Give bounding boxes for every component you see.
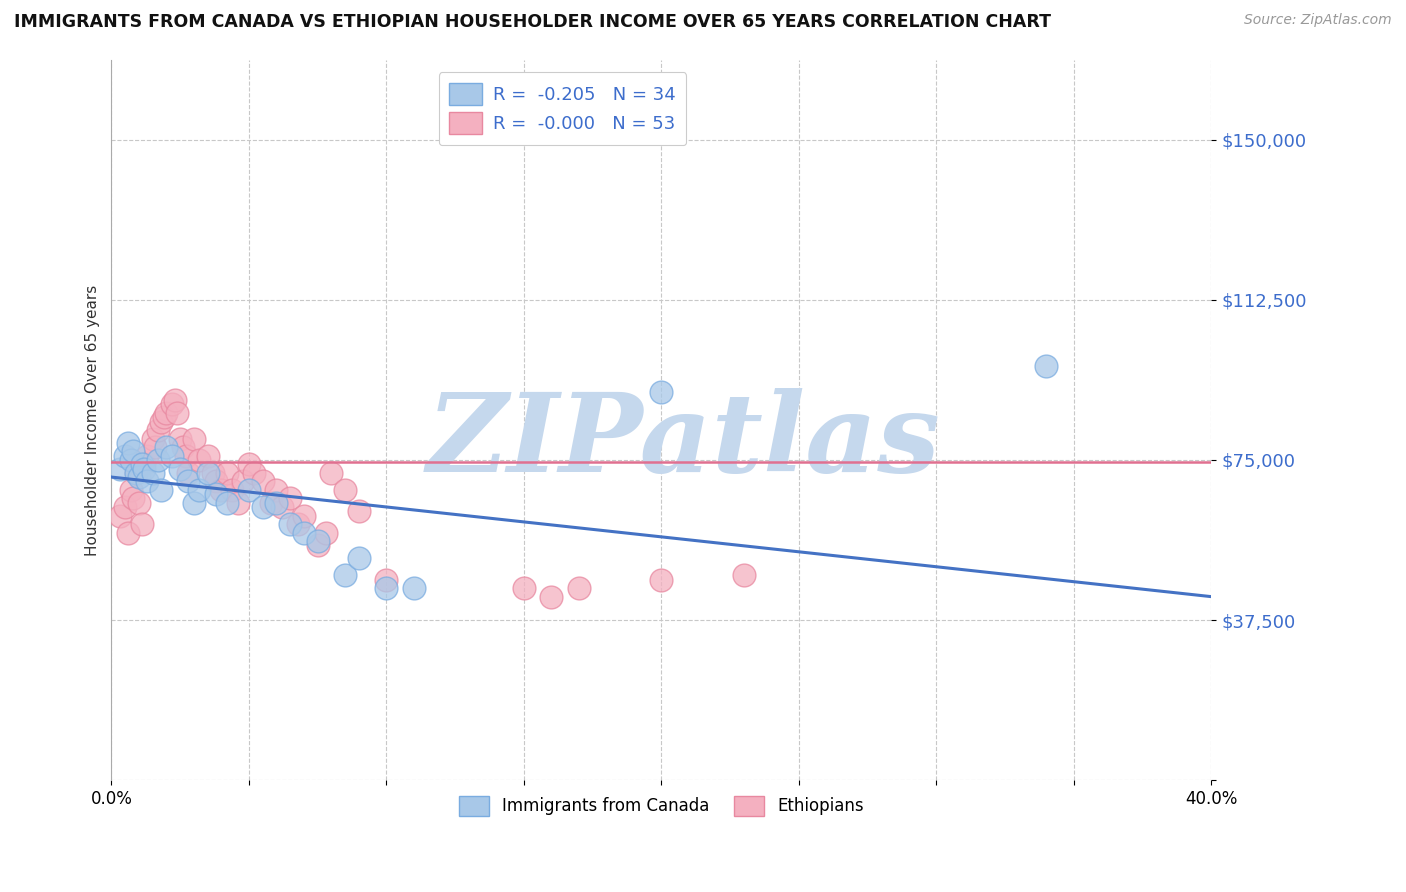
Point xyxy=(125,466,148,480)
Point xyxy=(188,453,211,467)
Y-axis label: Householder Income Over 65 years: Householder Income Over 65 years xyxy=(86,285,100,556)
Point xyxy=(287,517,309,532)
Point xyxy=(1035,359,1057,373)
Point xyxy=(252,500,274,514)
Point xyxy=(205,487,228,501)
Point xyxy=(278,517,301,532)
Point xyxy=(188,483,211,497)
Point xyxy=(142,432,165,446)
Point xyxy=(347,551,370,566)
Point xyxy=(209,483,232,497)
Legend: Immigrants from Canada, Ethiopians: Immigrants from Canada, Ethiopians xyxy=(449,786,875,826)
Point xyxy=(243,466,266,480)
Point xyxy=(315,525,337,540)
Point xyxy=(252,475,274,489)
Point xyxy=(177,466,200,480)
Point xyxy=(540,590,562,604)
Point xyxy=(169,461,191,475)
Point xyxy=(117,436,139,450)
Point xyxy=(149,415,172,429)
Point xyxy=(202,466,225,480)
Point xyxy=(402,581,425,595)
Point xyxy=(375,581,398,595)
Point xyxy=(226,496,249,510)
Point xyxy=(152,410,174,425)
Point xyxy=(172,440,194,454)
Point xyxy=(146,453,169,467)
Point xyxy=(163,393,186,408)
Point xyxy=(650,384,672,399)
Point xyxy=(232,475,254,489)
Point xyxy=(117,525,139,540)
Point xyxy=(513,581,536,595)
Point xyxy=(266,496,288,510)
Point xyxy=(197,466,219,480)
Point xyxy=(183,496,205,510)
Point xyxy=(120,483,142,497)
Point xyxy=(108,461,131,475)
Point xyxy=(205,475,228,489)
Point xyxy=(321,466,343,480)
Point xyxy=(307,534,329,549)
Point xyxy=(733,568,755,582)
Point xyxy=(125,466,148,480)
Point xyxy=(266,483,288,497)
Point xyxy=(292,525,315,540)
Point xyxy=(128,496,150,510)
Point xyxy=(108,508,131,523)
Point xyxy=(142,466,165,480)
Point xyxy=(292,508,315,523)
Point xyxy=(333,568,356,582)
Point xyxy=(160,397,183,411)
Point xyxy=(169,432,191,446)
Point xyxy=(134,457,156,471)
Point xyxy=(155,440,177,454)
Point xyxy=(145,440,167,454)
Point xyxy=(131,457,153,471)
Point xyxy=(238,457,260,471)
Text: ZIPatlas: ZIPatlas xyxy=(426,388,941,495)
Point xyxy=(238,483,260,497)
Point xyxy=(375,573,398,587)
Text: Source: ZipAtlas.com: Source: ZipAtlas.com xyxy=(1244,13,1392,28)
Point xyxy=(215,496,238,510)
Point xyxy=(183,432,205,446)
Point xyxy=(166,406,188,420)
Point xyxy=(160,449,183,463)
Point xyxy=(650,573,672,587)
Point xyxy=(131,517,153,532)
Point xyxy=(278,491,301,506)
Point xyxy=(260,496,283,510)
Point xyxy=(136,449,159,463)
Point xyxy=(174,449,197,463)
Point xyxy=(347,504,370,518)
Point xyxy=(177,475,200,489)
Point xyxy=(333,483,356,497)
Point xyxy=(114,500,136,514)
Point xyxy=(120,453,142,467)
Point xyxy=(215,466,238,480)
Point xyxy=(221,483,243,497)
Point xyxy=(568,581,591,595)
Point xyxy=(149,483,172,497)
Point xyxy=(136,475,159,489)
Point xyxy=(122,444,145,458)
Point xyxy=(122,491,145,506)
Point xyxy=(146,423,169,437)
Text: IMMIGRANTS FROM CANADA VS ETHIOPIAN HOUSEHOLDER INCOME OVER 65 YEARS CORRELATION: IMMIGRANTS FROM CANADA VS ETHIOPIAN HOUS… xyxy=(14,13,1052,31)
Point xyxy=(134,461,156,475)
Point xyxy=(128,470,150,484)
Point xyxy=(271,500,294,514)
Point xyxy=(307,538,329,552)
Point xyxy=(114,449,136,463)
Point xyxy=(155,406,177,420)
Point xyxy=(197,449,219,463)
